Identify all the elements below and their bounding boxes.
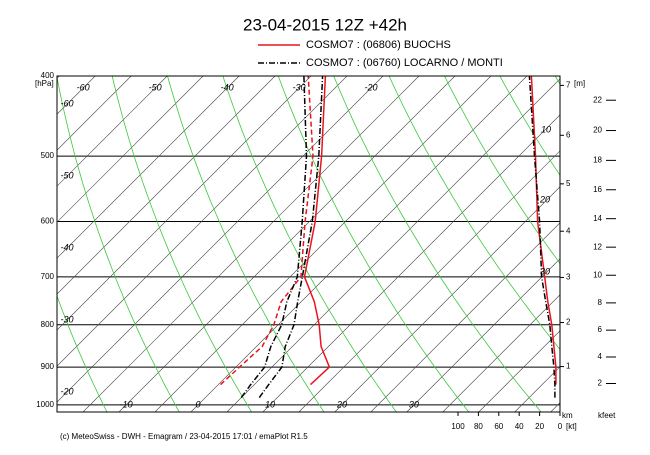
km-tick-label: 6 <box>566 130 571 139</box>
isotherm-label: -60 <box>77 82 90 92</box>
dry-adiabat <box>111 76 253 412</box>
dry-adiabat <box>333 76 542 412</box>
y-axis-unit: [hPa] <box>35 79 54 88</box>
y-tick-label: 400 <box>41 71 55 80</box>
km-tick-label: 5 <box>566 179 571 188</box>
isotherm-label: -50 <box>60 171 73 181</box>
km-tick-label: 3 <box>566 273 571 282</box>
isotherm <box>57 76 312 331</box>
isotherm <box>57 76 168 187</box>
legend-label: COSMO7 : (06760) LOCARNO / MONTI <box>306 57 503 69</box>
isotherm <box>442 294 560 412</box>
kfeet-tick-label: 2 <box>598 379 603 388</box>
isotherm-label: -60 <box>60 99 73 109</box>
plot-frame <box>56 75 561 413</box>
kfeet-tick-label: 4 <box>598 352 603 361</box>
km-tick-label: 7 <box>566 81 571 90</box>
isotherm <box>298 150 560 412</box>
isotherm <box>82 76 420 412</box>
isotherm-label: -30 <box>60 314 73 324</box>
chart-title: 23-04-2015 12Z +42h <box>243 15 407 34</box>
temperature-line <box>303 76 331 386</box>
isotherm <box>334 186 560 412</box>
y-tick-label: 500 <box>41 151 55 160</box>
isotherm <box>226 78 560 412</box>
wind-tick-label: 0 <box>558 422 563 431</box>
dry-adiabat <box>499 76 560 177</box>
isotherm <box>57 76 276 295</box>
kfeet-tick-label: 18 <box>593 155 602 164</box>
isotherm <box>154 76 492 412</box>
isotherm-label: 20 <box>336 399 347 409</box>
dry-adiabat <box>388 76 560 351</box>
isotherm <box>57 76 384 403</box>
wind-speed-line <box>528 76 556 398</box>
annotation: 20 <box>539 194 550 204</box>
kfeet-tick-label: 22 <box>593 95 602 104</box>
kfeet-tick-label: 16 <box>593 185 602 194</box>
isotherm <box>57 76 348 367</box>
height-unit: [m] <box>574 79 585 88</box>
dry-adiabat <box>57 294 108 412</box>
temperature-line <box>258 76 324 399</box>
km-tick-label: 2 <box>566 318 571 327</box>
isotherm <box>57 76 132 151</box>
isotherm-label: 30 <box>409 399 419 409</box>
profiles <box>219 76 557 399</box>
annotation: 30 <box>540 266 550 276</box>
wind-tick-label: 100 <box>451 422 465 431</box>
wind-tick-label: 40 <box>515 422 524 431</box>
footer: (c) MeteoSwiss - DWH - Emagram / 23-04-2… <box>60 432 308 441</box>
dry-adiabat <box>222 76 397 412</box>
kfeet-tick-label: 14 <box>593 214 602 223</box>
kfeet-tick-label: 8 <box>598 298 603 307</box>
wind-tick-label: 20 <box>535 422 544 431</box>
y-tick-label: 900 <box>41 362 55 371</box>
kfeet-label: kfeet <box>598 411 616 420</box>
legend-label: COSMO7 : (06806) BUOCHS <box>306 39 451 51</box>
isotherm-label: -40 <box>221 82 234 92</box>
isotherm <box>190 76 528 412</box>
kfeet-tick-label: 12 <box>593 242 602 251</box>
grid <box>57 76 560 412</box>
isotherm-label: 10 <box>265 399 275 409</box>
isotherm-label: 0 <box>196 399 201 409</box>
isotherm-label: -10 <box>120 399 133 409</box>
kfeet-tick-label: 20 <box>593 126 602 135</box>
dry-adiabat <box>167 76 325 412</box>
isotherm <box>57 76 240 259</box>
isotherm-label: -20 <box>60 386 73 396</box>
y-tick-label: 600 <box>41 217 55 226</box>
isotherm <box>262 114 560 412</box>
kfeet-tick-label: 6 <box>598 325 603 334</box>
isotherm-label: -30 <box>293 82 306 92</box>
y-tick-label: 1000 <box>36 400 54 409</box>
km-label: km <box>562 411 573 420</box>
isotherm-label: -50 <box>149 82 162 92</box>
km-tick-label: 1 <box>566 362 571 371</box>
kfeet-tick-label: 10 <box>593 270 602 279</box>
isotherm <box>406 258 560 412</box>
isotherm-label: -40 <box>60 242 73 252</box>
isotherm <box>118 76 456 412</box>
km-tick-label: 4 <box>566 226 571 235</box>
dry-adiabat <box>444 76 560 265</box>
dewpoint-line <box>219 76 314 386</box>
wind-tick-label: 80 <box>474 422 483 431</box>
y-tick-label: 800 <box>41 320 55 329</box>
isotherm-label: -20 <box>365 82 378 92</box>
wind-tick-label: 60 <box>494 422 503 431</box>
isotherm <box>57 76 204 223</box>
wind-unit: [kt] <box>566 422 577 431</box>
annotation: 10 <box>541 124 551 134</box>
isotherm <box>478 330 560 412</box>
dry-adiabat <box>57 76 180 412</box>
dewpoint-line <box>240 76 308 399</box>
y-tick-label: 700 <box>41 272 55 281</box>
